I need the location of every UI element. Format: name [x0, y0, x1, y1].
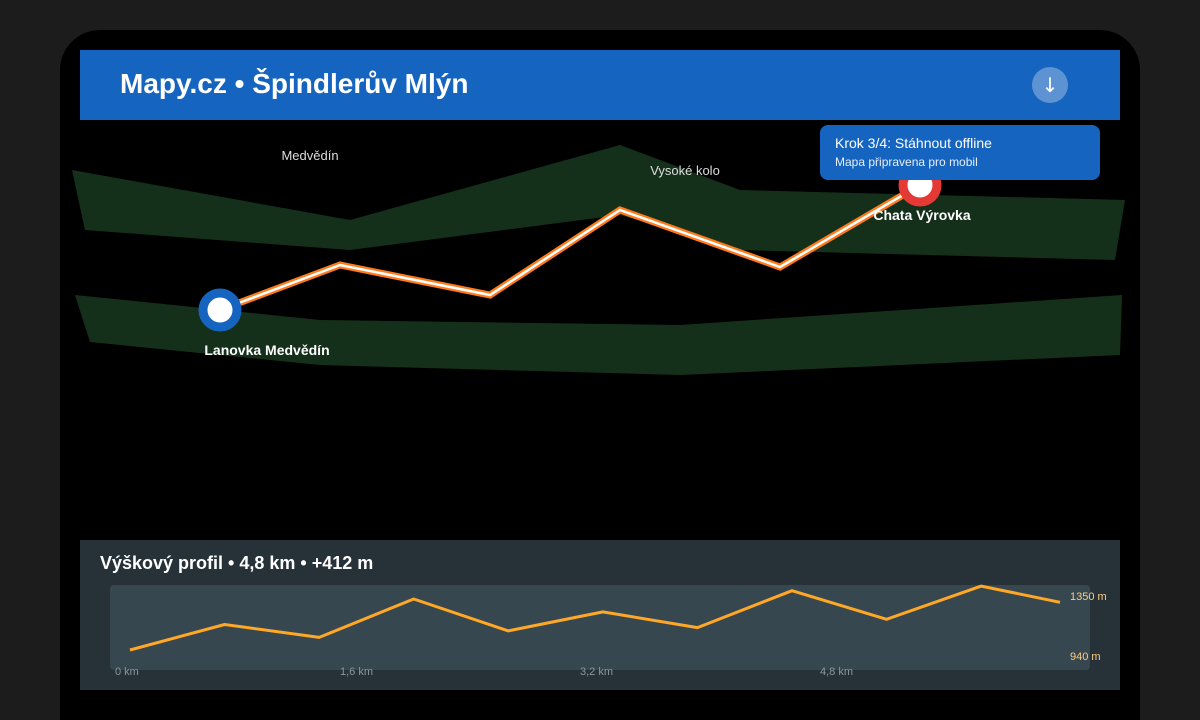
page-title: Mapy.cz • Špindlerův Mlýn [120, 68, 469, 99]
elevation-chart: 1350 m 940 m 0 km 1,6 km 3,2 km 4,8 km [110, 584, 1107, 678]
phone-frame: Medvědín Vysoké kolo Lanovka Medvědín Ch… [60, 30, 1140, 720]
step-tooltip: Krok 3/4: Stáhnout offline Mapa připrave… [820, 125, 1100, 180]
map-view[interactable]: Medvědín Vysoké kolo Lanovka Medvědín Ch… [60, 30, 1140, 540]
end-label: Chata Výrovka [873, 207, 970, 223]
tooltip-title: Krok 3/4: Stáhnout offline [835, 135, 992, 151]
elevation-line [129, 584, 1061, 652]
start-marker[interactable] [198, 288, 242, 332]
forest-band-north [72, 145, 1125, 260]
download-button[interactable]: ↓ [1032, 67, 1068, 103]
forest-band-south [75, 295, 1122, 375]
elevation-profile-panel: Výškový profil • 4,8 km • +412 m 1350 m … [80, 540, 1120, 690]
start-label: Lanovka Medvědín [204, 342, 329, 358]
x-tick-label: 3,2 km [580, 666, 613, 678]
x-tick-label: 1,6 km [340, 666, 373, 678]
y-tick-label: 1350 m [1070, 591, 1107, 603]
area-label-vysoke-kolo: Vysoké kolo [650, 163, 720, 178]
area-label-medvedin: Medvědín [281, 148, 338, 163]
profile-title: Výškový profil • 4,8 km • +412 m [100, 553, 374, 573]
y-tick-label: 940 m [1070, 651, 1101, 663]
tooltip-subtitle: Mapa připravena pro mobil [835, 155, 978, 169]
x-tick-label: 0 km [115, 666, 139, 678]
download-icon: ↓ [1041, 73, 1059, 97]
app-header: Mapy.cz • Špindlerův Mlýn ↓ [80, 50, 1120, 120]
x-tick-label: 4,8 km [820, 666, 853, 678]
route-line-core [219, 183, 921, 312]
